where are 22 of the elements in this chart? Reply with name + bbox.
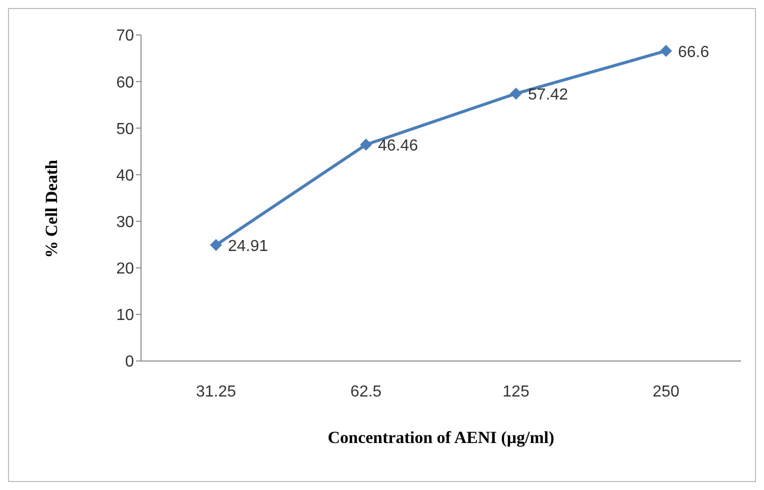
y-tick-label: 60 — [116, 74, 134, 92]
x-tick-label: 250 — [652, 383, 680, 400]
point — [360, 138, 372, 151]
data-label: 46.46 — [378, 138, 418, 155]
y-tick-label: 20 — [116, 260, 134, 278]
point — [660, 44, 672, 57]
x-axis-title: Concentration of AENI (µg/ml) — [328, 428, 554, 447]
x-tick-label: 125 — [502, 383, 530, 400]
x-tick-label: 31.25 — [196, 383, 236, 400]
point — [510, 88, 522, 100]
data-label: 57.42 — [528, 86, 568, 104]
data-label: 66.6 — [678, 44, 710, 61]
point — [210, 238, 222, 251]
y-tick-label: 70 — [116, 28, 134, 45]
x-tick-label: 62.5 — [350, 383, 382, 400]
y-tick-label: 10 — [116, 307, 134, 324]
data-label: 24.91 — [228, 238, 268, 255]
y-tick-label: 0 — [125, 354, 134, 371]
y-axis-title: % Cell Death — [42, 159, 62, 258]
y-tick-label: 40 — [116, 167, 134, 184]
y-tick-label: 30 — [116, 214, 134, 231]
y-tick-label: 50 — [116, 120, 134, 138]
